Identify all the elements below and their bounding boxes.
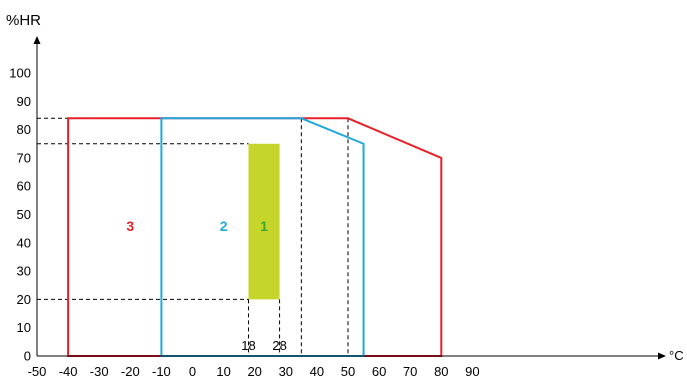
zone-3-label: 3	[126, 218, 134, 234]
x-tick-label: 50	[341, 364, 355, 379]
y-tick-label: 30	[17, 264, 31, 279]
x-tick-label: 60	[372, 364, 386, 379]
x-tick-label: 30	[279, 364, 293, 379]
y-axis-label: %HR	[6, 12, 41, 29]
y-axis-arrow-icon	[33, 36, 41, 44]
axes	[33, 36, 666, 360]
zone-labels: 3 2 1 18 28	[126, 218, 286, 353]
x-tick-label: 80	[434, 364, 448, 379]
x-tick-label: 10	[216, 364, 230, 379]
x-tick-label: -40	[59, 364, 78, 379]
x-tick-label: 40	[310, 364, 324, 379]
y-tick-label: 70	[17, 150, 31, 165]
x-tick-label: 20	[247, 364, 261, 379]
y-tick-label: 20	[17, 292, 31, 307]
tick-labels: -50 -40 -30 -20 -10 0 10 20 30 40 50 60 70 80 90 0 10 20 3…	[9, 66, 479, 380]
y-tick-label: 40	[17, 235, 31, 250]
zones	[67, 117, 443, 357]
y-tick-label: 60	[17, 179, 31, 194]
x-tick-label: 0	[189, 364, 196, 379]
x-tick-label: -50	[28, 364, 47, 379]
x-tick-label: -20	[121, 364, 140, 379]
boundary-annotation: 28	[272, 338, 286, 353]
x-tick-label: -10	[152, 364, 171, 379]
zone-1-area	[248, 143, 280, 300]
y-tick-label: 10	[17, 320, 31, 335]
boundary-annotation: 18	[241, 338, 255, 353]
x-tick-label: -30	[90, 364, 109, 379]
guide-lines	[37, 117, 349, 356]
x-axis-label: °C	[669, 348, 684, 363]
y-tick-label: 50	[17, 207, 31, 222]
y-tick-label: 90	[17, 94, 31, 109]
zone-1-label: 1	[260, 218, 268, 234]
zone-2-label: 2	[220, 218, 228, 234]
y-tick-label: 100	[9, 66, 31, 81]
y-tick-label: 0	[24, 349, 31, 364]
x-tick-label: 70	[403, 364, 417, 379]
y-tick-label: 80	[17, 122, 31, 137]
x-tick-label: 90	[465, 364, 479, 379]
x-axis-arrow-icon	[658, 352, 666, 360]
